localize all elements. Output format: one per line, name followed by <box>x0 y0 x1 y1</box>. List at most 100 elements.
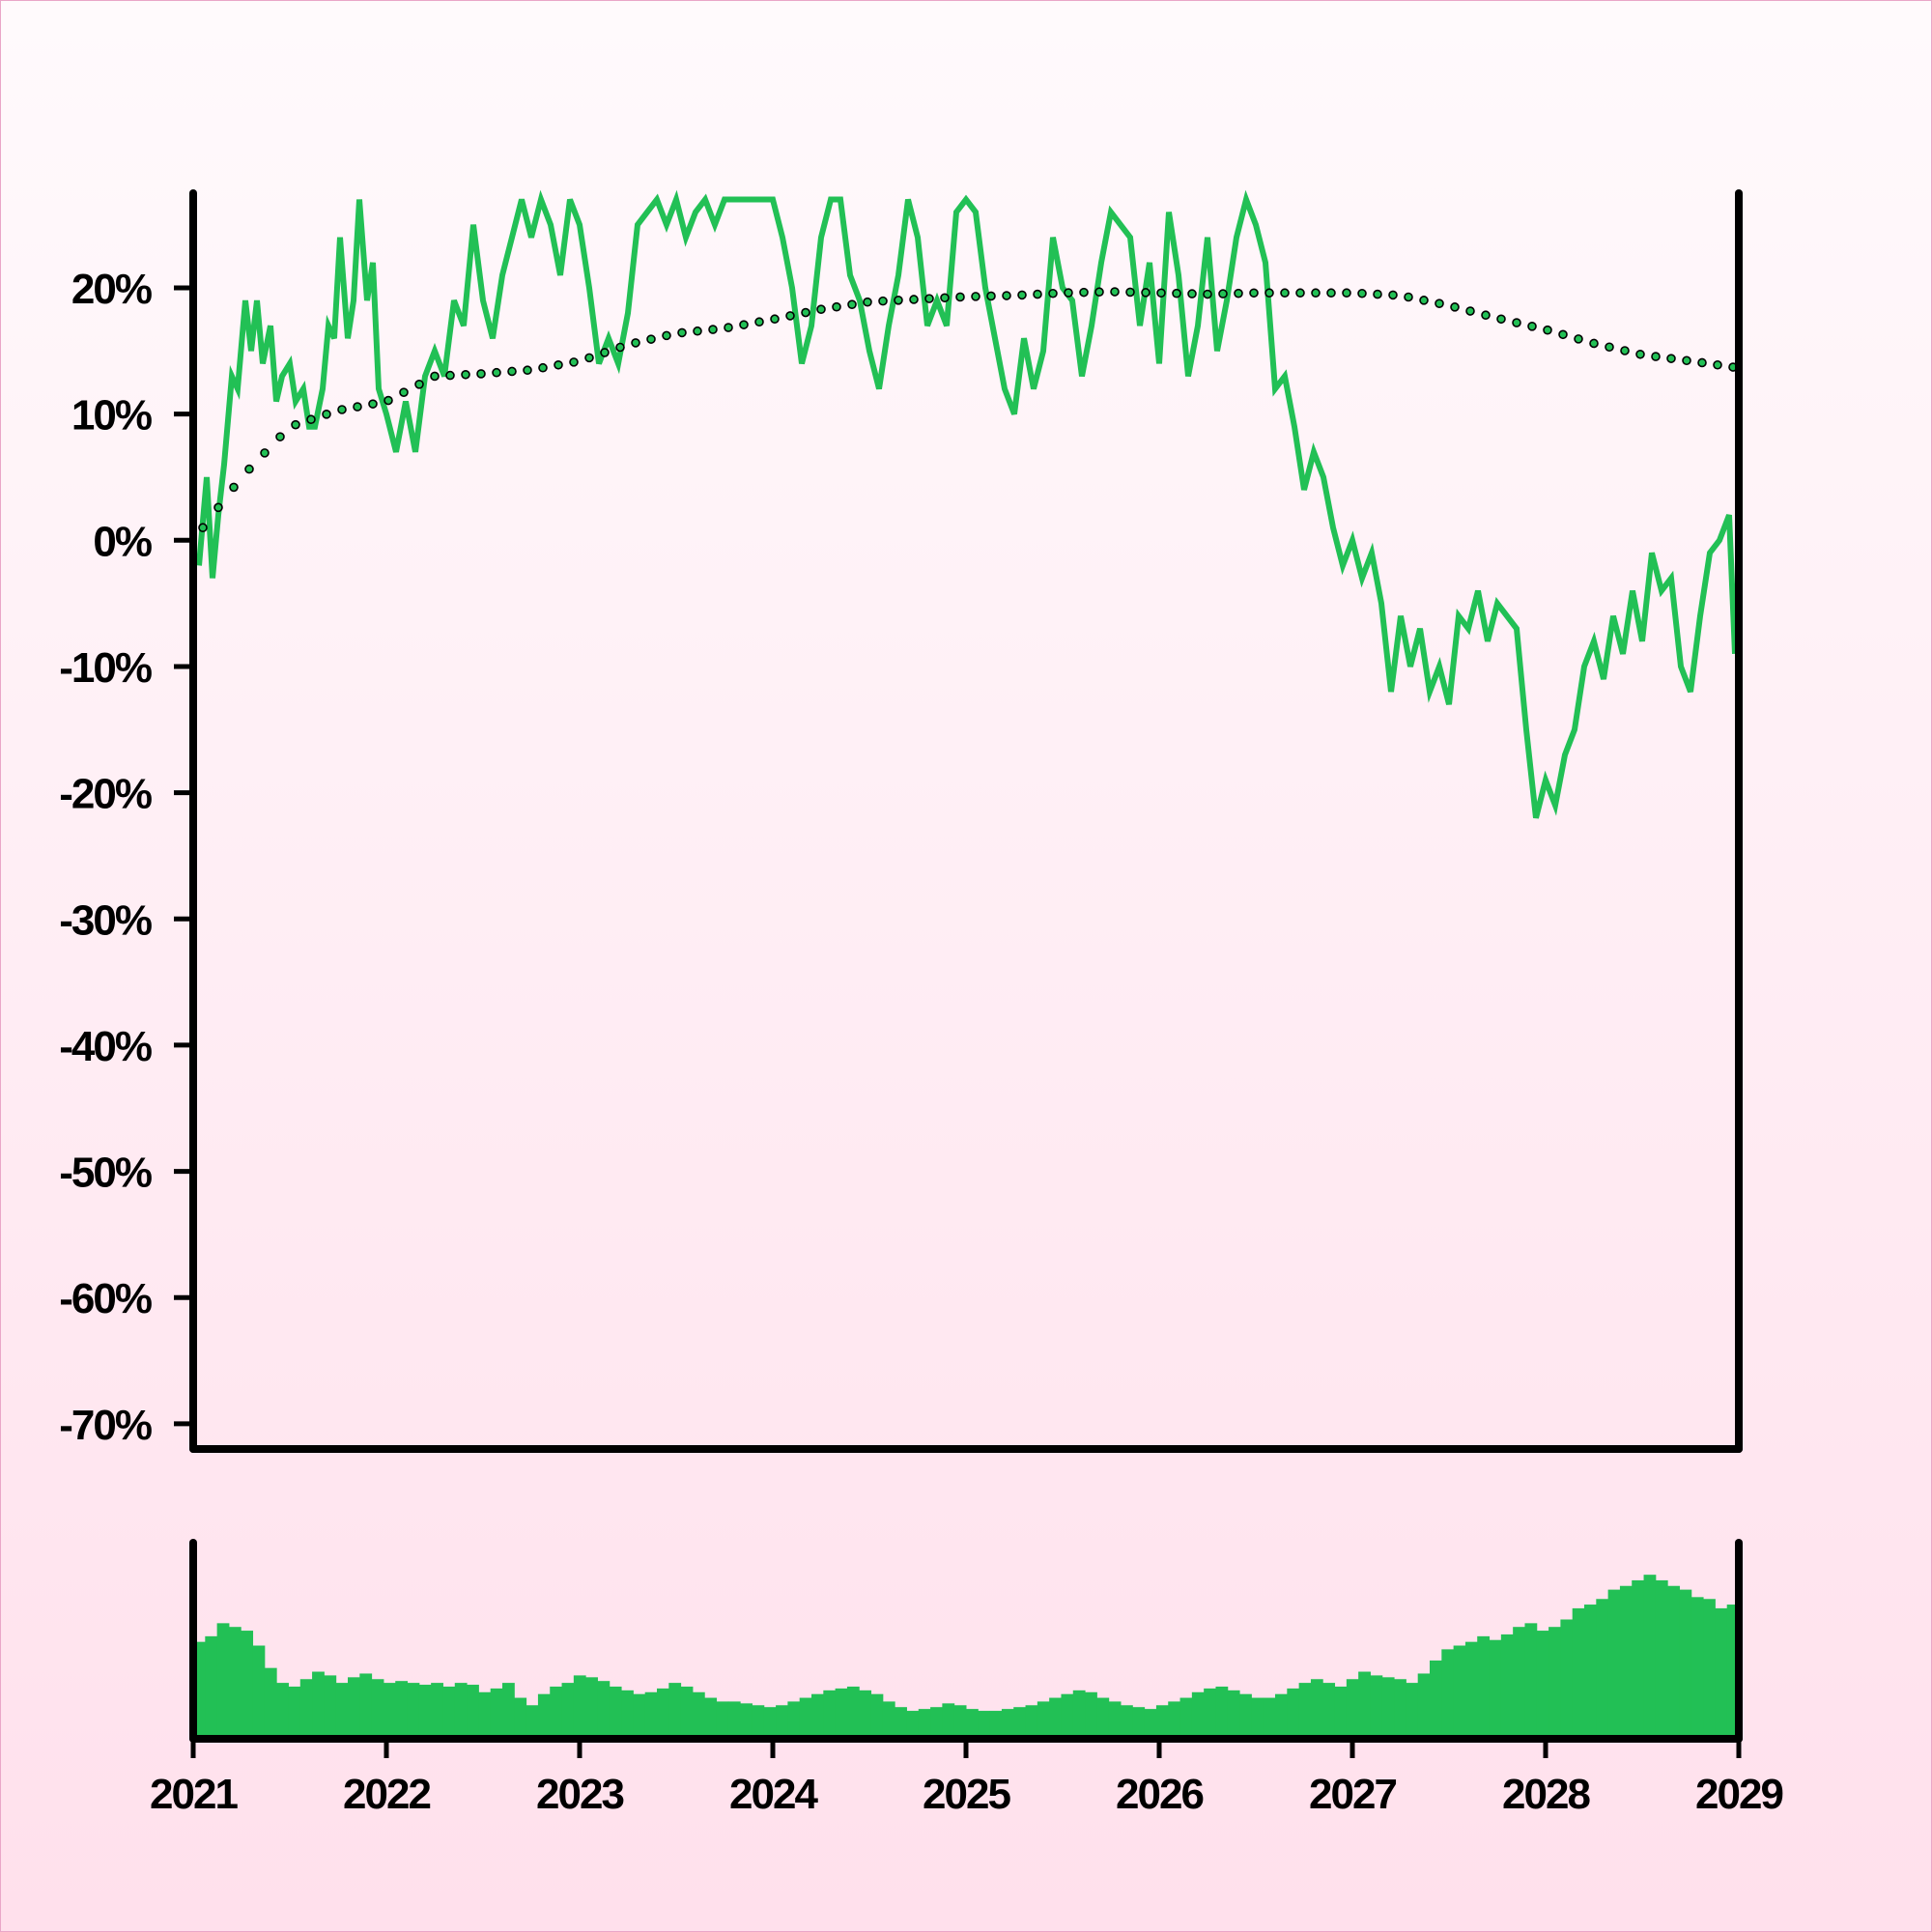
volume-bar <box>418 1685 432 1739</box>
trend-point <box>955 292 965 302</box>
volume-bar <box>1215 1686 1229 1739</box>
trend-point <box>754 317 764 327</box>
volume-bar <box>1049 1697 1062 1739</box>
volume-bar <box>1191 1691 1205 1739</box>
trend-point <box>708 325 718 334</box>
x-tick-label: 2027 <box>1309 1771 1396 1818</box>
volume-bar <box>276 1683 289 1739</box>
volume-bar <box>1584 1605 1597 1739</box>
trend-point <box>384 395 393 406</box>
volume-bar <box>1500 1634 1514 1739</box>
trend-point <box>1326 288 1336 298</box>
volume-bar <box>1298 1683 1312 1739</box>
trend-point <box>1249 288 1259 298</box>
series-line <box>196 189 1738 819</box>
trend-point <box>724 323 733 332</box>
trend-point <box>1620 346 1630 355</box>
trend-point <box>1187 289 1197 298</box>
x-tick-label: 2025 <box>923 1771 1010 1818</box>
x-tick-label: 2023 <box>536 1771 623 1818</box>
volume-bar <box>823 1690 837 1739</box>
trend-point <box>1064 288 1073 298</box>
trend-point <box>1079 287 1089 298</box>
volume-bar <box>1548 1627 1561 1739</box>
volume-bar <box>454 1683 468 1739</box>
volume-bar <box>1560 1619 1574 1739</box>
volume-bar <box>1596 1599 1609 1739</box>
volume-bar <box>1096 1697 1110 1739</box>
volume-bar <box>264 1667 277 1739</box>
volume-bar <box>383 1683 396 1739</box>
volume-bar <box>835 1688 848 1739</box>
trend-point <box>600 348 610 357</box>
volume-bar <box>930 1707 943 1739</box>
trend-point <box>878 296 888 306</box>
volume-bar <box>597 1681 611 1739</box>
trend-point <box>924 294 934 303</box>
volume-bar <box>1430 1660 1442 1739</box>
volume-bar <box>1381 1677 1395 1739</box>
trend-point <box>1141 288 1151 298</box>
volume-bar <box>870 1693 884 1739</box>
trend-point <box>693 326 702 336</box>
volume-bars <box>193 1575 1740 1739</box>
volume-bar <box>966 1709 979 1739</box>
x-tick-label: 2028 <box>1502 1771 1590 1818</box>
x-tick-label: 2026 <box>1116 1771 1203 1818</box>
volume-bar <box>989 1711 1003 1739</box>
volume-bar <box>1085 1691 1097 1739</box>
trend-point <box>1558 329 1568 340</box>
trend-point <box>863 297 872 307</box>
volume-bar <box>1310 1679 1323 1739</box>
trend-point <box>816 304 826 315</box>
volume-bar <box>1441 1649 1455 1739</box>
trend-point <box>785 311 795 321</box>
trend-point <box>909 295 919 304</box>
volume-bar <box>526 1705 539 1739</box>
trend-point <box>894 295 903 305</box>
trend-point <box>1481 310 1491 321</box>
volume-bar <box>1263 1697 1276 1739</box>
trend-point <box>1605 342 1614 353</box>
trend-point <box>1156 288 1166 298</box>
trend-point <box>1094 287 1104 298</box>
trend-point <box>322 409 331 419</box>
volume-bar <box>1358 1671 1371 1739</box>
trend-point <box>1435 298 1444 308</box>
trend-point <box>1713 359 1722 370</box>
volume-bar <box>502 1683 515 1739</box>
volume-bar <box>1370 1675 1383 1739</box>
volume-bar <box>1643 1575 1657 1739</box>
y-tick-label: -70% <box>59 1402 152 1449</box>
x-tick-label: 2029 <box>1695 1771 1782 1818</box>
y-tick-label: -60% <box>59 1275 152 1322</box>
trend-point <box>337 405 347 414</box>
y-tick-label: -30% <box>59 896 152 944</box>
volume-bar <box>1632 1579 1645 1739</box>
trend-point <box>615 342 625 353</box>
volume-bar <box>1715 1607 1728 1739</box>
trend-point <box>198 523 208 533</box>
y-tick-label: 0% <box>93 518 151 565</box>
volume-bar <box>978 1711 991 1739</box>
trend-point <box>847 299 857 309</box>
volume-bar <box>1513 1627 1525 1739</box>
trend-point <box>1450 302 1460 312</box>
trend-point <box>1543 325 1552 335</box>
y-tick-label: -40% <box>59 1023 152 1070</box>
trend-point <box>414 380 424 389</box>
trend-point <box>538 362 548 373</box>
volume-bar <box>490 1688 503 1739</box>
volume-bar <box>228 1627 242 1739</box>
trend-point <box>368 399 378 409</box>
volume-bar <box>1108 1701 1122 1739</box>
volume-bar <box>1524 1623 1538 1739</box>
volume-bar <box>846 1686 860 1739</box>
trend-point <box>260 448 270 458</box>
volume-bar <box>1417 1673 1431 1739</box>
trend-point <box>523 365 532 376</box>
trend-point <box>1125 287 1135 298</box>
volume-bar <box>299 1679 313 1739</box>
trend-point <box>291 419 300 430</box>
volume-bar <box>1155 1705 1169 1739</box>
